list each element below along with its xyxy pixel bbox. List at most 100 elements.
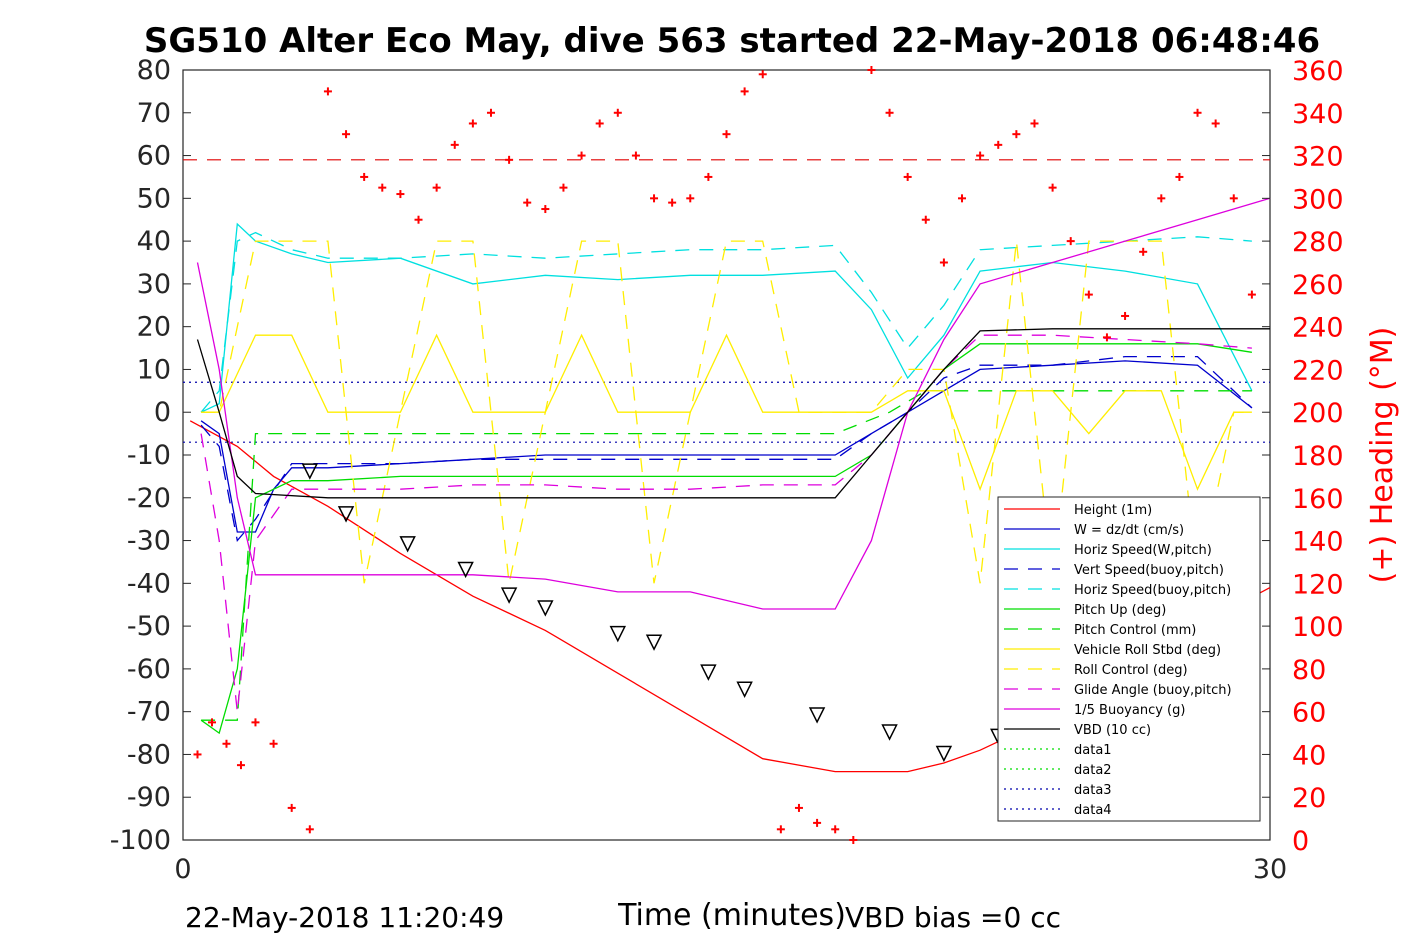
series-line bbox=[201, 240, 1252, 584]
heading-point bbox=[323, 87, 332, 96]
y-tick-label: -50 bbox=[127, 611, 171, 642]
heading-point bbox=[360, 172, 369, 181]
heading-point bbox=[1247, 290, 1256, 299]
y-tick-label: -90 bbox=[127, 782, 171, 813]
marker-triangle bbox=[935, 745, 953, 763]
heading-point bbox=[903, 172, 912, 181]
heading-point bbox=[668, 198, 677, 207]
heading-point bbox=[541, 205, 550, 214]
legend-label: data1 bbox=[1074, 743, 1112, 758]
series-line bbox=[201, 390, 1252, 721]
y-tick-label: -40 bbox=[127, 568, 171, 599]
heading-point bbox=[650, 194, 659, 203]
y2-tick-label: 220 bbox=[1292, 355, 1344, 386]
footer-vbd-bias: VBD bias =0 cc bbox=[845, 901, 1061, 934]
marker-triangle bbox=[700, 664, 717, 681]
y-tick-label: -70 bbox=[127, 697, 171, 728]
heading-point bbox=[222, 739, 231, 748]
heading-point bbox=[1121, 311, 1130, 320]
heading-point bbox=[193, 750, 202, 759]
legend-label: Height (1m) bbox=[1074, 503, 1152, 518]
series-line bbox=[196, 197, 1271, 610]
legend-label: data4 bbox=[1074, 803, 1112, 818]
y2-tick-label: 300 bbox=[1292, 184, 1344, 215]
y-tick-label: -80 bbox=[127, 739, 171, 770]
legend-box bbox=[997, 496, 1261, 822]
heading-point bbox=[207, 718, 216, 727]
heading-point bbox=[251, 718, 260, 727]
heading-point bbox=[468, 119, 477, 128]
plot-area bbox=[182, 66, 1271, 844]
heading-point bbox=[813, 818, 822, 827]
heading-point bbox=[287, 803, 296, 812]
footer-timestamp: 22-May-2018 11:20:49 bbox=[185, 901, 504, 934]
heading-point bbox=[450, 140, 459, 149]
y-axis-right: 3603403203002802602402202001801601401201… bbox=[1292, 56, 1344, 857]
heading-point bbox=[849, 836, 858, 844]
marker-triangle bbox=[500, 587, 518, 604]
y-tick-label: 20 bbox=[137, 312, 171, 343]
heading-point bbox=[994, 140, 1003, 149]
heading-point bbox=[523, 198, 532, 207]
x-tick-label: 30 bbox=[1253, 854, 1287, 885]
series-line bbox=[201, 333, 1252, 492]
legend-label: data2 bbox=[1074, 763, 1112, 778]
y-tick-label: 10 bbox=[137, 354, 171, 385]
legend-label: W = dz/dt (cm/s) bbox=[1074, 523, 1184, 538]
y-tick-label: 30 bbox=[137, 269, 171, 300]
heading-point bbox=[958, 194, 967, 203]
marker-triangle bbox=[457, 561, 474, 579]
heading-point bbox=[236, 761, 245, 770]
heading-point bbox=[776, 825, 785, 834]
heading-point bbox=[885, 108, 894, 117]
series-line bbox=[200, 360, 1253, 533]
y-tick-label: 60 bbox=[137, 141, 171, 172]
y2-tick-label: 80 bbox=[1292, 655, 1326, 686]
heading-point bbox=[305, 825, 314, 834]
heading-point bbox=[740, 87, 749, 96]
y2-axis-label: (+) Heading (°M) bbox=[1365, 327, 1400, 584]
heading-point bbox=[1175, 172, 1184, 181]
legend-label: Glide Angle (buoy,pitch) bbox=[1074, 683, 1232, 698]
heading-point bbox=[1229, 194, 1238, 203]
heading-point bbox=[1157, 194, 1166, 203]
y2-tick-label: 20 bbox=[1292, 783, 1326, 814]
heading-point bbox=[1084, 290, 1093, 299]
heading-point bbox=[921, 215, 930, 224]
heading-point bbox=[342, 130, 351, 139]
y2-tick-label: 360 bbox=[1292, 56, 1344, 87]
y-tick-label: -10 bbox=[127, 440, 171, 471]
series-line bbox=[200, 231, 1252, 413]
heading-point bbox=[758, 70, 767, 79]
legend-label: VBD (10 cc) bbox=[1074, 723, 1151, 738]
y-tick-label: -100 bbox=[110, 825, 171, 856]
heading-point bbox=[505, 155, 514, 164]
series-line bbox=[200, 355, 1253, 543]
heading-point bbox=[976, 151, 985, 160]
y-axis-left: 80 70 60 50 40 30 20 10 0 -10 -20 -30 -40 -50 -60 -70 -8… bbox=[110, 55, 1270, 856]
y-tick-label: 0 bbox=[154, 397, 171, 428]
x-tick-label: 0 bbox=[174, 854, 191, 885]
marker-triangle bbox=[301, 463, 319, 480]
legend-label: Pitch Control (mm) bbox=[1074, 623, 1196, 638]
marker-triangle bbox=[736, 681, 753, 698]
heading-point bbox=[559, 183, 568, 192]
legend-label: Pitch Up (deg) bbox=[1074, 603, 1166, 618]
heading-point bbox=[269, 739, 278, 748]
y2-tick-label: 180 bbox=[1292, 441, 1344, 472]
heading-point bbox=[432, 183, 441, 192]
legend-label: Roll Control (deg) bbox=[1074, 663, 1188, 678]
heading-point bbox=[831, 825, 840, 834]
heading-point bbox=[1048, 183, 1057, 192]
series-line bbox=[200, 343, 1253, 735]
heading-point bbox=[414, 215, 423, 224]
legend: Height (1m) W = dz/dt (cm/s) Horiz Speed(W… bbox=[997, 496, 1261, 822]
y-tick-label: 70 bbox=[137, 98, 171, 129]
heading-point bbox=[613, 108, 622, 117]
heading-point bbox=[378, 183, 387, 192]
legend-label: Vert Speed(buoy,pitch) bbox=[1074, 563, 1224, 578]
heading-point bbox=[1030, 119, 1039, 128]
legend-label: Horiz Speed(W,pitch) bbox=[1074, 543, 1212, 558]
marker-triangle bbox=[537, 600, 554, 617]
